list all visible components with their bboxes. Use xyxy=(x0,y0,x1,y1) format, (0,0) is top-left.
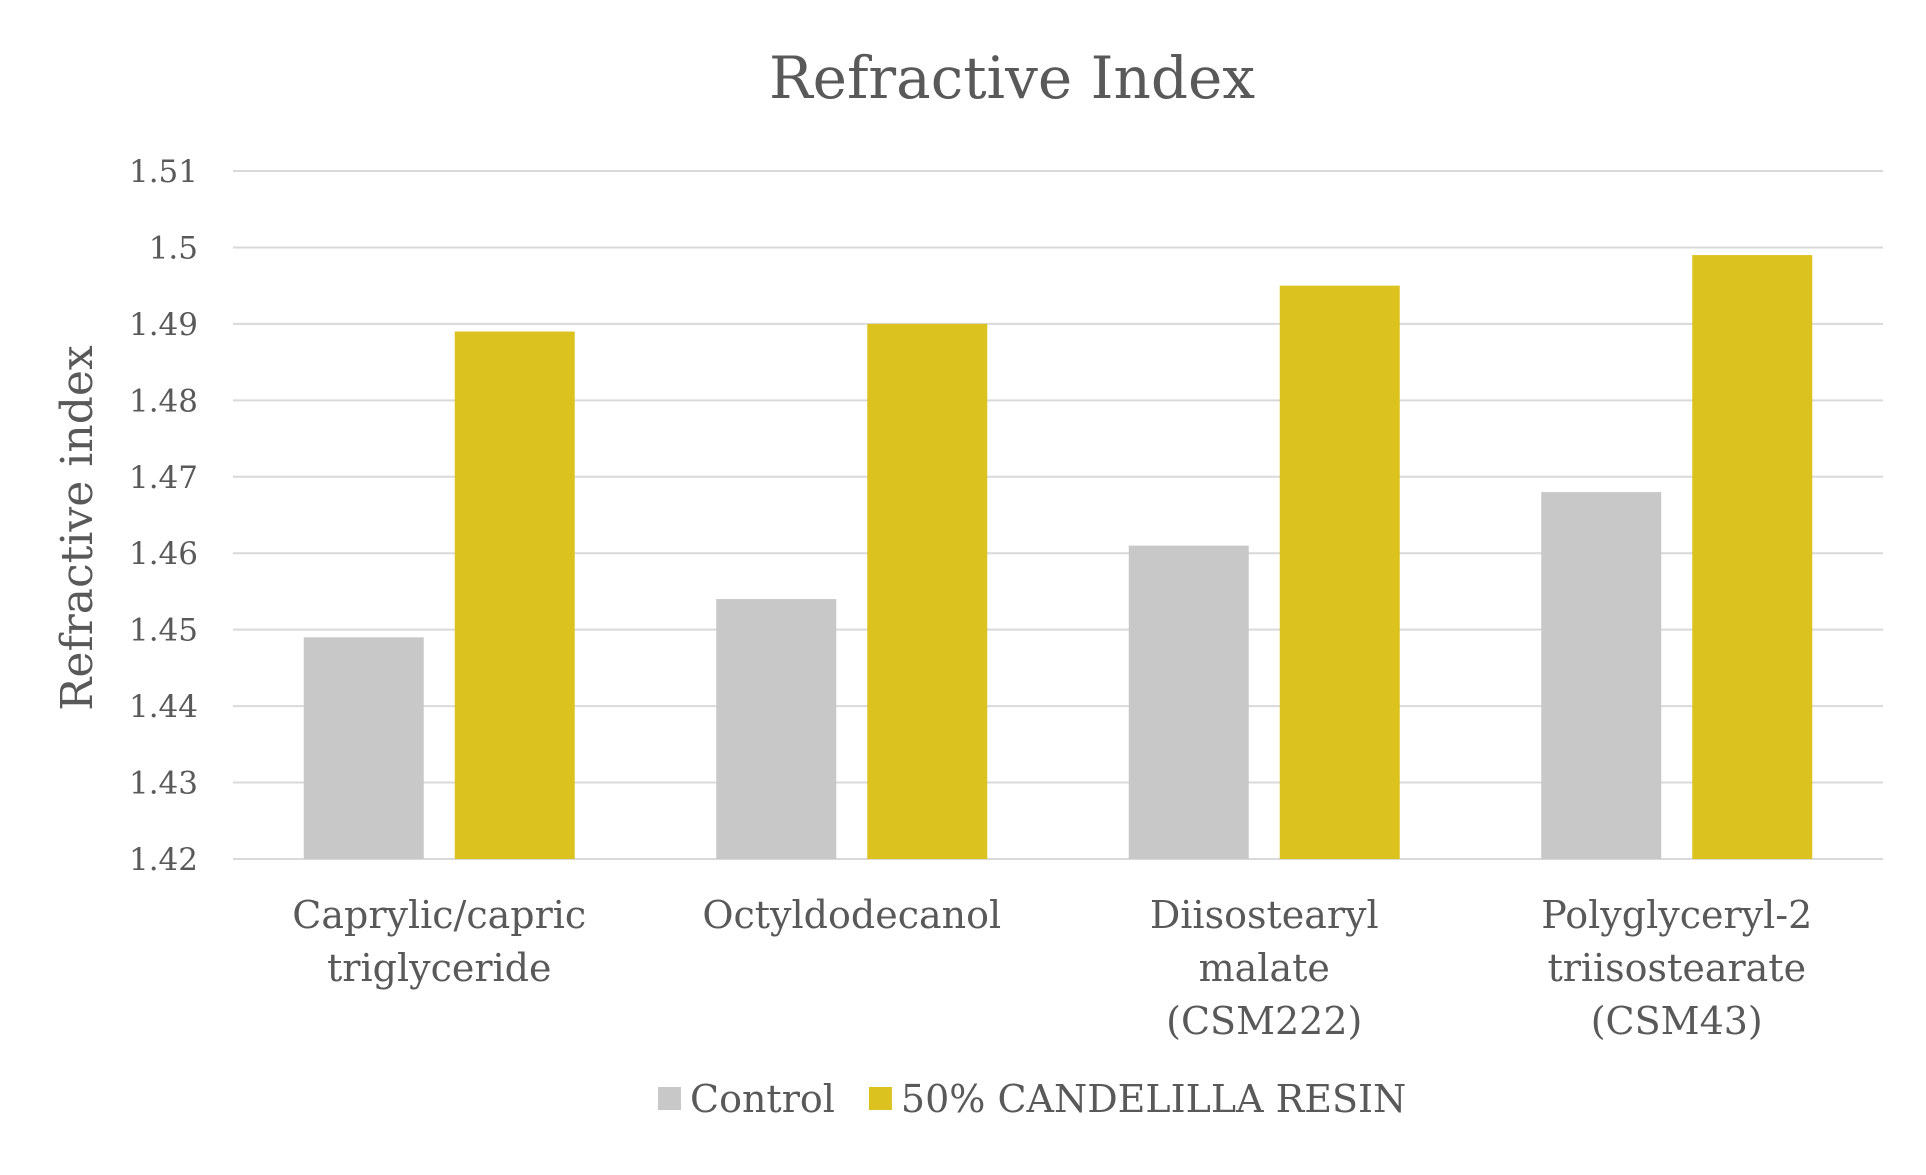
y-tick-label: 1.5 xyxy=(149,230,198,266)
bar xyxy=(303,637,424,859)
legend: Control 50% CANDELILLA RESIN xyxy=(658,1077,1406,1121)
bar xyxy=(1279,285,1400,860)
x-category-label: Polyglyceryl-2 xyxy=(1541,893,1812,937)
legend-label: 50% CANDELILLA RESIN xyxy=(901,1077,1406,1121)
x-category-label: Caprylic/capric xyxy=(292,893,586,937)
bar xyxy=(454,331,575,859)
x-category-label: triisostearate xyxy=(1547,946,1806,990)
x-category-label: Diisostearyl xyxy=(1150,893,1379,937)
x-category-label: (CSM222) xyxy=(1166,999,1362,1043)
y-tick-label: 1.42 xyxy=(129,842,198,878)
legend-label: Control xyxy=(690,1077,835,1121)
x-category-label: (CSM43) xyxy=(1591,999,1763,1043)
y-tick-label: 1.46 xyxy=(129,536,198,572)
y-axis-label: Refractive index xyxy=(52,345,103,711)
bars xyxy=(303,255,1813,860)
bar xyxy=(716,599,837,859)
x-category-label: malate xyxy=(1199,946,1330,990)
x-category-label: Octyldodecanol xyxy=(702,893,1001,937)
y-tick-label: 1.47 xyxy=(129,460,198,496)
legend-swatch xyxy=(658,1087,681,1110)
x-category-label: triglyceride xyxy=(327,946,551,990)
bar xyxy=(1128,545,1249,859)
y-tick-label: 1.51 xyxy=(129,154,198,190)
bar xyxy=(1692,255,1813,860)
y-axis-ticks: 1.42 1.43 1.44 1.45 1.46 1.47 1.48 1.49 1.5 1.51 xyxy=(129,154,198,878)
y-tick-label: 1.45 xyxy=(129,613,198,649)
y-tick-label: 1.44 xyxy=(129,689,198,725)
x-axis-categories: Caprylic/capric triglyceride Octyldodecano… xyxy=(292,893,1812,1043)
y-tick-label: 1.49 xyxy=(129,307,198,343)
y-tick-label: 1.43 xyxy=(129,766,198,802)
y-tick-label: 1.48 xyxy=(129,383,198,419)
bar xyxy=(1541,492,1662,859)
chart-title: Refractive Index xyxy=(769,44,1255,112)
bar xyxy=(867,323,988,859)
legend-swatch xyxy=(868,1087,892,1110)
